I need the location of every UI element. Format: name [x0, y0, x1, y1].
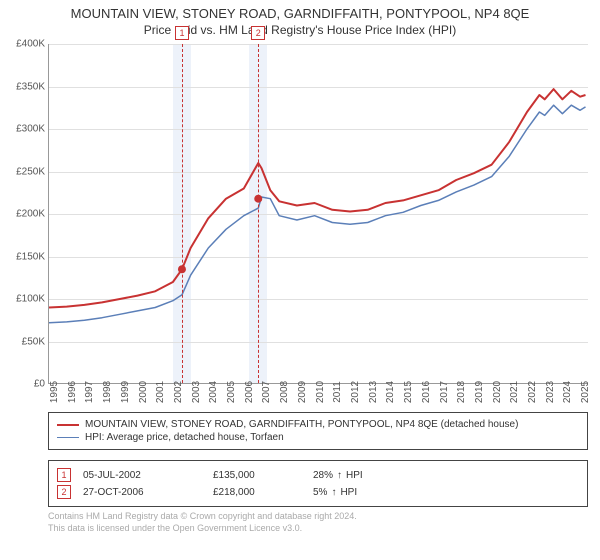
x-axis-tick-label: 2023 — [545, 381, 556, 403]
legend-item: HPI: Average price, detached house, Torf… — [57, 432, 579, 443]
legend-swatch — [57, 424, 79, 426]
sale-delta-ref: HPI — [346, 470, 363, 481]
x-axis-tick-label: 1998 — [102, 381, 113, 403]
y-axis-tick-label: £150K — [3, 251, 45, 262]
sale-date: 05-JUL-2002 — [83, 470, 213, 481]
sale-delta: 28% ↑ HPI — [313, 470, 363, 481]
x-axis-tick-label: 1999 — [120, 381, 131, 403]
x-axis-tick-label: 1995 — [49, 381, 60, 403]
x-axis-tick-label: 2009 — [297, 381, 308, 403]
sale-row: 1 05-JUL-2002£135,00028% ↑ HPI — [57, 468, 579, 482]
legend-label: HPI: Average price, detached house, Torf… — [85, 432, 284, 443]
y-axis-tick-label: £250K — [3, 166, 45, 177]
x-axis-tick-label: 2014 — [385, 381, 396, 403]
legend-item: MOUNTAIN VIEW, STONEY ROAD, GARNDIFFAITH… — [57, 419, 579, 430]
copyright-notice: Contains HM Land Registry data © Crown c… — [48, 510, 588, 534]
x-axis-tick-label: 2015 — [403, 381, 414, 403]
y-axis-tick-label: £350K — [3, 81, 45, 92]
x-axis-tick-label: 2004 — [208, 381, 219, 403]
sale-price: £135,000 — [213, 470, 313, 481]
x-axis-tick-label: 2005 — [226, 381, 237, 403]
sale-delta-pct: 28% — [313, 470, 333, 481]
copyright-line-1: Contains HM Land Registry data © Crown c… — [48, 510, 588, 522]
series-hpi — [49, 105, 586, 323]
x-axis-tick-label: 2001 — [155, 381, 166, 403]
x-axis-tick-label: 1996 — [67, 381, 78, 403]
chart-subtitle: Price paid vs. HM Land Registry's House … — [0, 21, 600, 37]
sale-delta: 5% ↑ HPI — [313, 487, 357, 498]
x-axis-tick-label: 2008 — [279, 381, 290, 403]
sale-event-vline — [182, 44, 183, 383]
x-axis-tick-label: 2021 — [509, 381, 520, 403]
sale-event-vline — [258, 44, 259, 383]
x-axis-tick-label: 2002 — [173, 381, 184, 403]
x-axis-tick-label: 2007 — [261, 381, 272, 403]
sale-row: 2 27-OCT-2006£218,0005% ↑ HPI — [57, 485, 579, 499]
sales-table: 1 05-JUL-2002£135,00028% ↑ HPI 2 27-OCT-2006£… — [48, 460, 588, 507]
x-axis-tick-label: 2016 — [421, 381, 432, 403]
y-axis-tick-label: £400K — [3, 39, 45, 50]
x-axis-tick-label: 2020 — [492, 381, 503, 403]
y-axis-tick-label: £50K — [3, 336, 45, 347]
sale-event-marker: 2 — [251, 26, 265, 40]
chart-title: MOUNTAIN VIEW, STONEY ROAD, GARNDIFFAITH… — [0, 0, 600, 21]
sale-delta-ref: HPI — [340, 487, 357, 498]
sale-event-marker: 1 — [175, 26, 189, 40]
sale-date: 27-OCT-2006 — [83, 487, 213, 498]
sale-delta-pct: 5% — [313, 487, 327, 498]
legend-swatch — [57, 437, 79, 438]
x-axis-tick-label: 2006 — [244, 381, 255, 403]
y-axis-tick-label: £100K — [3, 294, 45, 305]
y-axis-tick-label: £200K — [3, 209, 45, 220]
copyright-line-2: This data is licensed under the Open Gov… — [48, 522, 588, 534]
x-axis-tick-label: 2013 — [368, 381, 379, 403]
x-axis-tick-label: 2019 — [474, 381, 485, 403]
x-axis-tick-label: 2012 — [350, 381, 361, 403]
chart-plot-area: £0£50K£100K£150K£200K£250K£300K£350K£400… — [48, 44, 588, 384]
x-axis-tick-label: 2000 — [138, 381, 149, 403]
x-axis-tick-label: 2003 — [191, 381, 202, 403]
x-axis-tick-label: 2011 — [332, 381, 343, 403]
arrow-up-icon: ↑ — [331, 487, 336, 498]
x-axis-tick-label: 2017 — [439, 381, 450, 403]
x-axis-tick-label: 2010 — [315, 381, 326, 403]
x-axis-tick-label: 2025 — [580, 381, 591, 403]
chart-legend: MOUNTAIN VIEW, STONEY ROAD, GARNDIFFAITH… — [48, 412, 588, 450]
sale-row-marker: 2 — [57, 485, 71, 499]
x-axis-tick-label: 2024 — [562, 381, 573, 403]
legend-label: MOUNTAIN VIEW, STONEY ROAD, GARNDIFFAITH… — [85, 419, 518, 430]
chart-lines-svg — [49, 44, 589, 384]
x-axis-tick-label: 2022 — [527, 381, 538, 403]
series-property — [49, 89, 586, 307]
y-axis-tick-label: £0 — [3, 379, 45, 390]
arrow-up-icon: ↑ — [337, 470, 342, 481]
y-axis-tick-label: £300K — [3, 124, 45, 135]
sale-price: £218,000 — [213, 487, 313, 498]
x-axis-tick-label: 1997 — [84, 381, 95, 403]
sale-row-marker: 1 — [57, 468, 71, 482]
x-axis-tick-label: 2018 — [456, 381, 467, 403]
